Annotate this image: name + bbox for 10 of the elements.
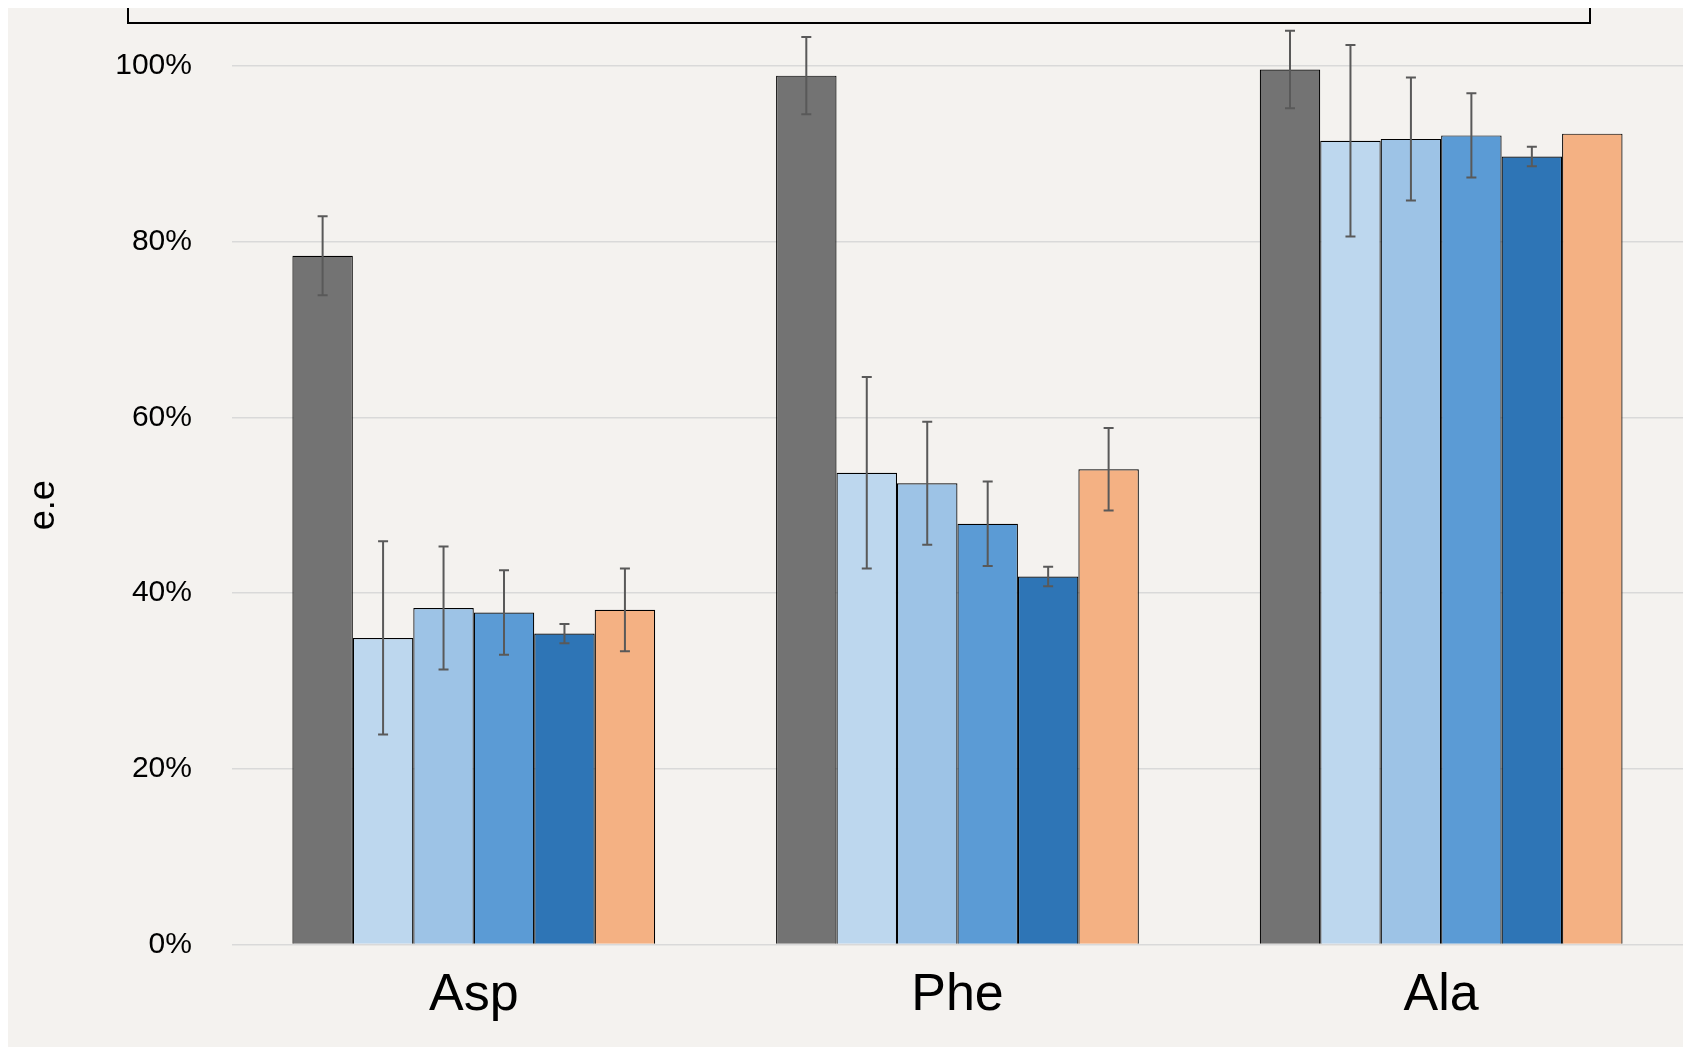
y-tick-label: 80% <box>131 222 192 256</box>
x-tick-label: Ala <box>1403 963 1479 1022</box>
y-tick-label: 100% <box>115 47 192 81</box>
y-axis-title: e.e <box>20 480 62 531</box>
x-tick-label: Asp <box>428 963 519 1022</box>
y-tick-label: 60% <box>131 398 192 432</box>
y-tick-label: 20% <box>131 750 192 784</box>
y-tick-label: 0% <box>148 925 192 959</box>
x-tick-label: Phe <box>911 963 1004 1022</box>
y-tick-label: 40% <box>131 574 192 608</box>
